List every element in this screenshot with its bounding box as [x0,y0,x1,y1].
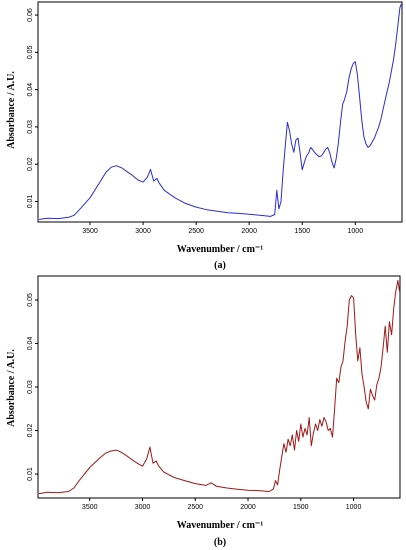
y-tick-label-a-0.02: 0.02 [27,157,34,171]
series-group-a [39,3,402,220]
x-tick-label-b-1500: 1500 [293,504,309,511]
chart-panel-b: 3500 3000 2500 2000 1500 1000 0.010.020.030.0… [6,275,401,548]
x-tick-label-b-3500: 3500 [82,504,98,511]
y-tick-label-a-0.03: 0.03 [27,120,34,134]
x-tick-label-b-3000: 3000 [135,504,151,511]
chart-panel-a: 3500 3000 2500 2000 1500 1000 0.010.020.030.0… [6,1,403,271]
y-ticks-b: 0.01 0.02 0.03 0.04 0.05 [27,293,38,481]
y-tick-label-b-0.03: 0.03 [27,380,34,394]
y-tick-label-a-0.05: 0.05 [27,45,34,59]
x-axis-label-b: Wavenumber / cm⁻¹ [177,520,263,531]
x-ticks-a: 3500 3000 2500 2000 1500 1000 [82,222,363,235]
series-group-b [39,279,400,495]
x-ticks-b: 3500 3000 2500 2000 1500 1000 [82,498,362,511]
y-tick-label-a-0.06: 0.06 [27,8,34,22]
x-tick-label-b-2500: 2500 [187,504,203,511]
x-tick-label-a-3000: 3000 [135,228,151,235]
plot-frame-a [37,1,403,223]
spectrum-line-b-0 [39,279,400,495]
x-tick-label-a-3500: 3500 [82,228,98,235]
x-tick-label-b-1000: 1000 [346,504,362,511]
spectrum-line-a-0 [39,3,402,220]
x-tick-label-a-2500: 2500 [188,228,204,235]
x-tick-label-a-1500: 1500 [294,228,310,235]
x-tick-label-b-2000: 2000 [240,504,256,511]
panel-label-b: (b) [214,537,226,548]
x-axis-label-a: Wavenumber / cm⁻¹ [177,244,263,255]
y-tick-label-b-0.01: 0.01 [27,467,34,481]
y-tick-label-b-0.02: 0.02 [27,424,34,438]
y-tick-label-a-0.04: 0.04 [27,83,34,97]
y-ticks-a: 0.01 0.02 0.03 0.04 0.05 0.06 [27,8,38,208]
y-axis-label-b: Absorbance / A.U. [6,349,17,427]
panel-label-a: (a) [214,260,226,271]
x-tick-label-a-1000: 1000 [348,228,364,235]
y-tick-label-a-0.01: 0.01 [27,195,34,209]
y-tick-label-b-0.04: 0.04 [27,337,34,351]
x-tick-label-a-2000: 2000 [241,228,257,235]
y-tick-label-b-0.05: 0.05 [27,293,34,307]
y-axis-label-a: Absorbance / A.U. [6,71,17,149]
